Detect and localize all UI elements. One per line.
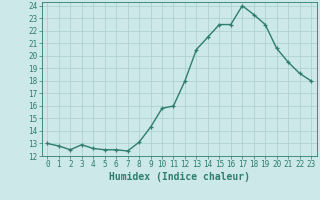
X-axis label: Humidex (Indice chaleur): Humidex (Indice chaleur)	[109, 172, 250, 182]
